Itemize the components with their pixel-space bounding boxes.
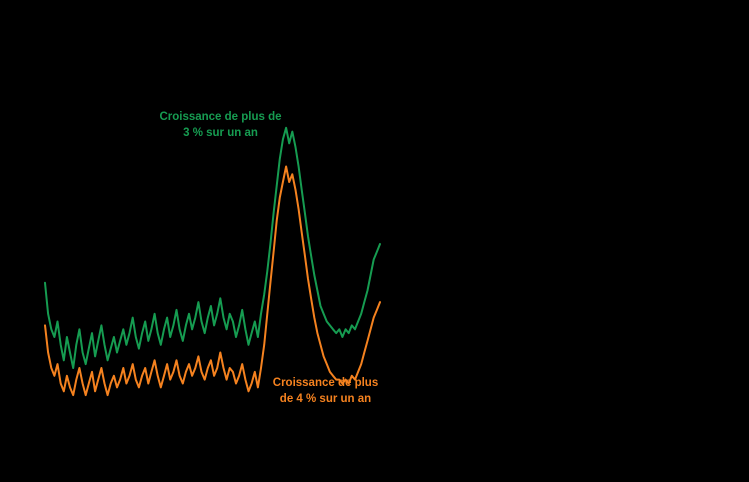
annotation-orange-series: Croissance de plus de 4 % sur un an xyxy=(272,377,379,405)
annotation-green-series: Croissance de plus de 3 % sur un an xyxy=(159,111,282,139)
series-orange-line xyxy=(44,165,381,397)
series-green-line xyxy=(44,126,381,369)
